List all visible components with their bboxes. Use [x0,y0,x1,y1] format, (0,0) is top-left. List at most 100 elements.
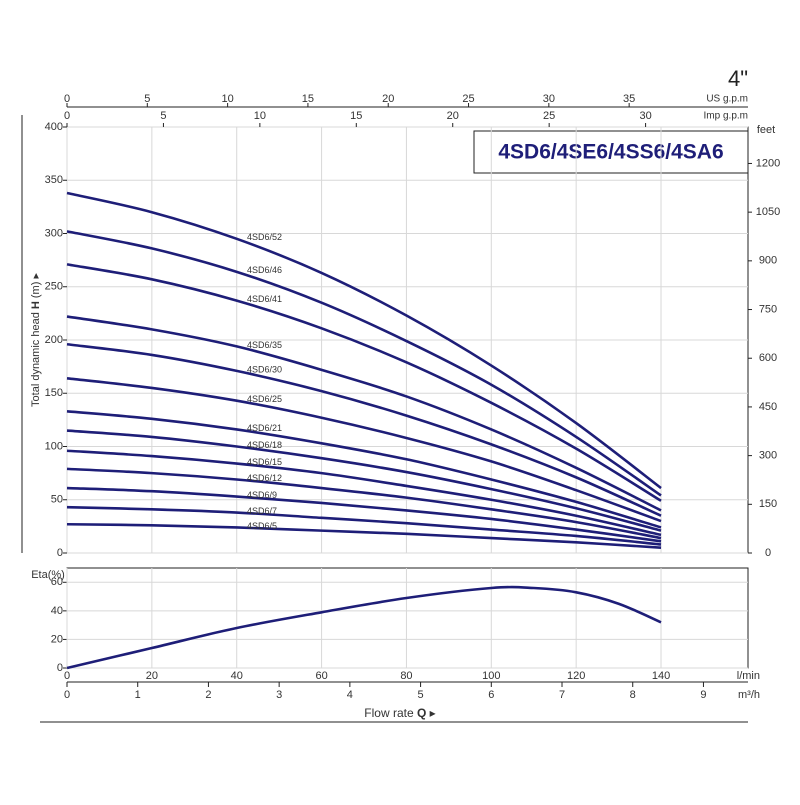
x2-unit: m³/h [738,689,760,701]
curve-label: 4SD6/12 [247,473,282,483]
y-label-main: Total dynamic head [30,312,42,407]
y2-tick-label: 900 [759,255,777,267]
y-tick-label: 40 [51,605,63,617]
y-tick-label: 0 [57,662,63,674]
y2-tick-label: 1050 [756,206,780,218]
y2-tick-label: 600 [759,352,777,364]
curve-label: 4SD6/41 [247,294,282,304]
y-tick-label: 150 [45,387,63,399]
head-curve [66,377,662,523]
imp-tick-label: 15 [350,110,362,122]
head-curve [66,522,662,549]
y-tick-label: 0 [57,547,63,559]
x-tick-label: 40 [231,670,243,682]
y-tick-label: 50 [51,494,63,506]
us-tick-label: 5 [144,93,150,105]
y2-tick-label: 1200 [756,157,780,169]
x-tick-label: 100 [482,670,500,682]
x-label-symbol: Q [417,706,426,720]
x-label: Flow rate Q ▸ [364,706,435,720]
x2-tick-label: 7 [559,689,565,701]
y2-tick-label: 300 [759,450,777,462]
curve-label: 4SD6/21 [247,423,282,433]
y2-label: feet [757,124,775,136]
head-curve [66,230,662,497]
x2-tick-label: 3 [276,689,282,701]
imp-tick-label: 5 [160,110,166,122]
x-tick-label: 120 [567,670,585,682]
x2-tick-label: 5 [418,689,424,701]
x2-tick-label: 2 [205,689,211,701]
head-curve [66,263,662,502]
y-label-text: Total dynamic head H (m) ▸ [30,273,42,407]
y2-tick-label: 450 [759,401,777,413]
y2-tick-label: 0 [765,547,771,559]
curve-label: 4SD6/30 [247,364,282,374]
x-tick-label: 0 [64,670,70,682]
eta-frame [66,567,749,669]
eta-curve [66,585,662,670]
x-tick-label: 20 [146,670,158,682]
x-tick-label: 80 [400,670,412,682]
y2-tick-label: 150 [759,498,777,510]
curve-label: 4SD6/9 [247,490,277,500]
y2-tick-label: 750 [759,303,777,315]
y-tick-label: 100 [45,440,63,452]
y-label-unit: (m) [30,282,42,299]
imp-tick-label: 30 [639,110,651,122]
head-curve [66,467,662,540]
head-curve [66,449,662,537]
head-curve [66,315,662,512]
curve-label: 4SD6/5 [247,521,277,531]
y-tick-label: 400 [45,121,63,133]
curve-label: 4SD6/15 [247,457,282,467]
imp-tick-label: 25 [543,110,555,122]
y-tick-label: 20 [51,633,63,645]
head-curve [66,429,662,532]
curve-label: 4SD6/46 [247,265,282,275]
imp-tick-label: 10 [254,110,266,122]
head-curve [66,191,662,490]
x2-tick-label: 6 [488,689,494,701]
us-tick-label: 0 [64,93,70,105]
y-tick-label: 300 [45,227,63,239]
curve-label: 4SD6/35 [247,340,282,350]
x-unit: l/min [737,670,760,682]
x2-tick-label: 9 [700,689,706,701]
x-label-main: Flow rate [364,706,414,720]
curve-label: 4SD6/52 [247,232,282,242]
curve-label: 4SD6/7 [247,506,277,516]
x-tick-label: 140 [652,670,670,682]
corner-label: 4" [728,66,748,91]
imp-tick-label: 20 [447,110,459,122]
us-tick-label: 20 [382,93,394,105]
imp-axis-label: Imp g.p.m [704,111,748,122]
y-label: Total dynamic head H (m) ▸ [30,273,42,407]
us-tick-label: 30 [543,93,555,105]
y-tick-label: 250 [45,281,63,293]
y-label-symbol: H [30,301,42,309]
eta-label: Eta(%) [31,569,65,581]
title-box [473,130,749,174]
us-tick-label: 25 [462,93,474,105]
x2-tick-label: 8 [630,689,636,701]
y-tick-label: 60 [51,576,63,588]
x-tick-label: 60 [315,670,327,682]
us-tick-label: 35 [623,93,635,105]
us-axis-label: US g.p.m [706,94,748,105]
head-curve [66,505,662,546]
head-curve [66,410,662,529]
curve-label: 4SD6/25 [247,394,282,404]
curve-label: 4SD6/18 [247,440,282,450]
y-tick-label: 200 [45,334,63,346]
chart-title: 4SD6/4SE6/4SS6/4SA6 [498,141,723,164]
head-curve [66,486,662,543]
head-curve [66,342,662,517]
us-tick-label: 10 [221,93,233,105]
us-tick-label: 15 [302,93,314,105]
y-tick-label: 350 [45,174,63,186]
imp-tick-label: 0 [64,110,70,122]
x2-tick-label: 0 [64,689,70,701]
x2-tick-label: 4 [347,689,353,701]
